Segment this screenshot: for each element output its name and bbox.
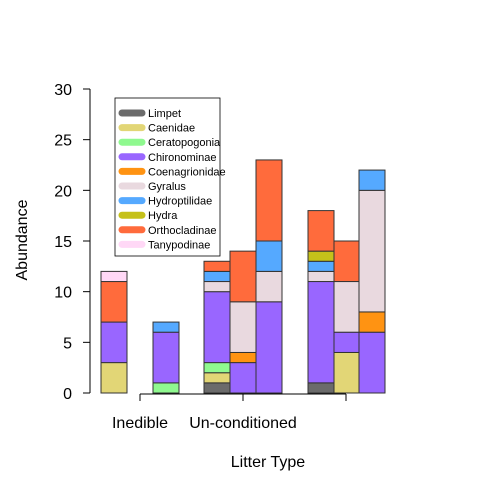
bar-segment [333,240,361,283]
y-tick-label: 30 [54,82,72,99]
y-tick-label: 0 [63,386,72,403]
bar-segment [307,281,335,384]
bar-segment [333,331,361,353]
legend-label: Hydra [148,210,178,222]
bar-segment [255,240,283,272]
legend-label: Coenagrionidae [148,166,226,178]
bar-segment [255,301,283,394]
legend-label: Caenidae [148,123,195,135]
bar-segment [229,362,257,394]
bar-segment [333,281,361,333]
y-axis-title: Abundance [14,199,31,280]
bar-segment [152,382,180,394]
bar-segment [229,250,257,303]
axes-layer: 0 5 10 15 20 25 30 Inedible Un-conditioned [54,82,347,432]
legend: Limpet Caenidae Ceratopogonia Chironominae C… [114,97,226,257]
bar-segment [307,210,335,252]
y-tick-label: 20 [54,183,72,200]
bar-segment [229,351,257,364]
x-tick-label: Un-conditioned [189,415,297,432]
bar-segment [203,281,231,293]
x-axis-title: Litter Type [231,454,306,471]
bar-segment [100,270,128,283]
bar-segment [358,311,386,333]
bar-segment [307,250,335,262]
bar-segment [307,270,335,283]
bar-segment [333,351,361,394]
legend-label: Gyralus [148,181,186,193]
y-tick-label: 10 [54,285,72,302]
bar-segment [203,372,231,384]
bar-segment [307,260,335,272]
bar-segment [152,321,180,333]
bar-segment [203,260,231,272]
legend-label: Chironominae [148,152,216,164]
legend-label: Tanypodinae [148,239,210,251]
y-tick-label: 5 [63,335,72,352]
bar-segment [100,362,128,394]
legend-label: Limpet [148,108,181,120]
bar-segment [203,291,231,364]
legend-label: Ceratopogonia [148,137,221,149]
bar-segment [358,169,386,191]
legend-label: Hydroptilidae [148,196,212,208]
bar-segment [255,159,283,242]
bar-segment [358,331,386,394]
bar-segment [307,382,335,394]
bar-segment [358,189,386,313]
bar-segment [255,270,283,303]
legend-label: Orthocladinae [148,225,217,237]
bar-segment [152,331,180,384]
bars-layer [100,159,386,394]
bar-segment [100,321,128,364]
bar-segment [229,301,257,353]
bar-segment [100,281,128,323]
x-tick-label: Inedible [112,415,168,432]
bar-segment [203,270,231,283]
y-tick-label: 15 [54,234,72,251]
y-tick-label: 25 [54,133,72,150]
bar-segment [203,382,231,394]
bar-segment [203,362,231,374]
